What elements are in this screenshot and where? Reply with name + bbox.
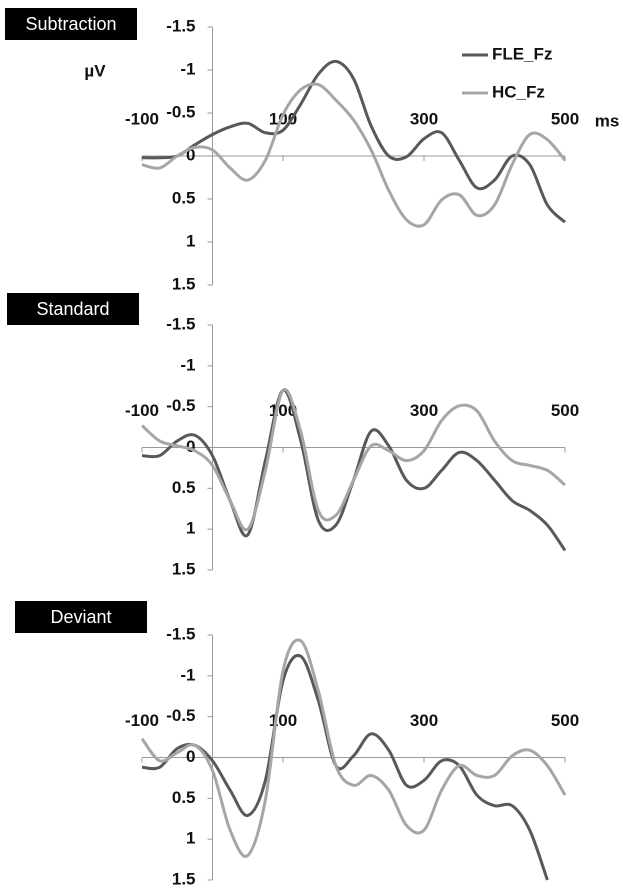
legend-label: FLE_Fz [492,44,552,63]
series-line [140,387,566,532]
y-tick-label: -1 [180,59,195,78]
y-axis-label: µV [84,61,106,80]
x-tick-label: 500 [551,711,579,730]
y-tick-label: -1.5 [166,314,195,333]
y-tick-label: 1 [186,829,195,848]
y-tick-label: 0.5 [172,788,196,807]
y-tick-label: -1 [180,665,195,684]
x-tick-label: 300 [410,109,438,128]
y-tick-label: -0.5 [166,102,195,121]
series-line [141,388,567,552]
x-tick-label: 300 [410,711,438,730]
y-tick-label: -0.5 [166,396,195,415]
y-tick-label: 0.5 [172,188,196,207]
chart-title: Subtraction [25,14,116,34]
y-tick-label: 1.5 [172,869,196,888]
x-tick-label: 500 [551,109,579,128]
y-tick-label: -1.5 [166,16,195,35]
y-tick-label: -1.5 [166,624,195,643]
x-tick-label: -100 [125,401,159,420]
y-tick-label: -0.5 [166,706,195,725]
series-line [141,59,567,224]
y-tick-label: 1.5 [172,274,196,293]
chart-title: Deviant [50,607,111,627]
y-tick-label: 1 [186,231,195,250]
series-line [141,82,567,228]
y-tick-label: 0.5 [172,478,196,497]
y-tick-label: 1 [186,519,195,538]
x-tick-label: 100 [269,711,297,730]
x-tick-label: -100 [125,711,159,730]
x-tick-label: 500 [551,401,579,420]
y-tick-label: 0 [186,747,195,766]
title-box [5,8,137,40]
y-tick-label: 0 [186,145,195,164]
y-tick-label: 1.5 [172,559,196,578]
title-box [15,601,147,633]
chart-title: Standard [36,299,109,319]
x-tick-label: 300 [410,401,438,420]
y-tick-label: -1 [180,355,195,374]
series-line [141,654,549,881]
y-tick-label: 0 [186,437,195,456]
legend-label: HC_Fz [492,82,545,101]
title-box [7,293,139,325]
x-tick-label: -100 [125,109,159,128]
series-line [140,638,567,858]
x-axis-label: ms [595,111,620,130]
